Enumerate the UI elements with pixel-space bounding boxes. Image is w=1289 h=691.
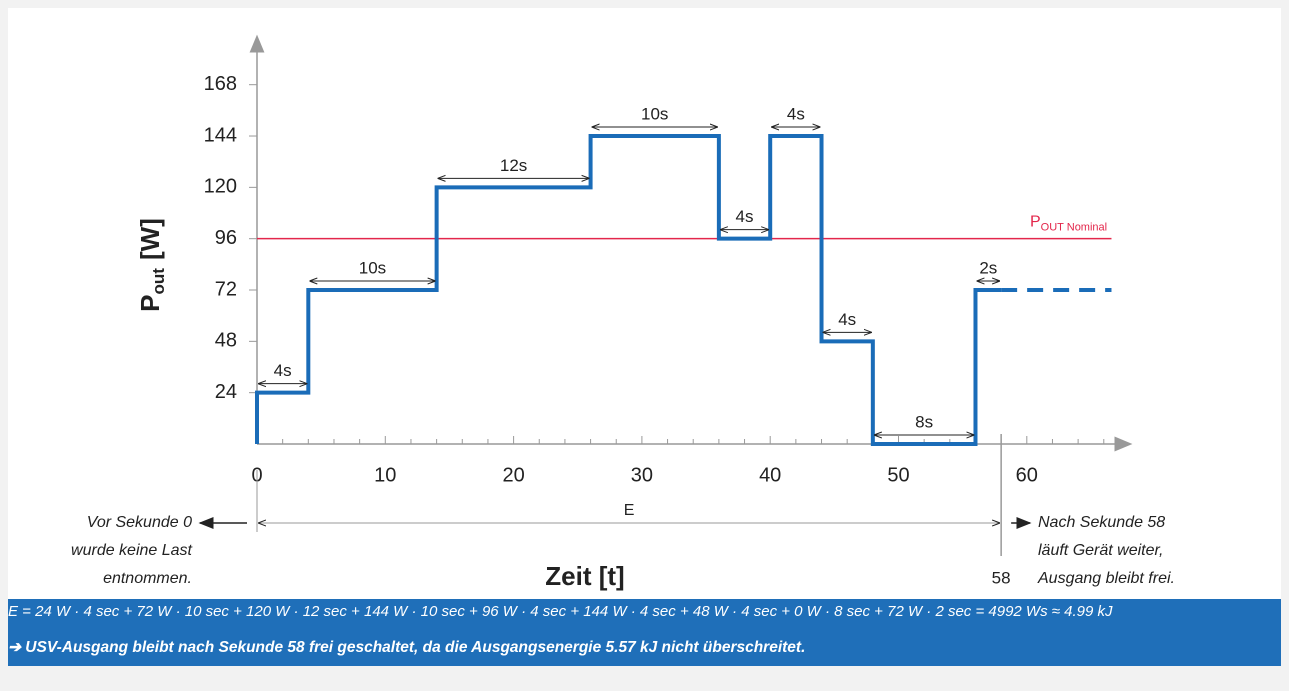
note-right: Nach Sekunde 58 [1038,514,1165,531]
y-tick-label: 144 [204,124,237,146]
y-tick-label: 96 [215,227,237,249]
y-label-main: P [135,294,165,311]
duration-label: 2s [979,258,997,277]
note-left: Vor Sekunde 0 [87,514,192,531]
duration-label: 4s [274,361,292,380]
duration-label: 4s [787,105,805,124]
duration-label: 4s [736,207,754,226]
footer-bg [8,599,1281,666]
note-right: Ausgang bleibt frei. [1037,570,1175,587]
y-tick-label: 72 [215,278,237,300]
x-tick-label: 30 [631,464,653,486]
energy-label: E [624,502,635,519]
y-label-unit: [W] [135,218,165,260]
end-label: 58 [992,568,1011,587]
formula: E = 24 W · 4 sec + 72 W · 10 sec + 120 W… [8,603,1113,620]
y-tick-label: 48 [215,330,237,352]
duration-label: 10s [641,105,668,124]
reference-label-sub: OUT Nominal [1041,222,1107,234]
y-axis-label: Pout [W] [135,218,169,312]
x-axis-label: Zeit [t] [545,561,624,591]
x-tick-label: 20 [502,464,524,486]
duration-label: 4s [838,310,856,329]
note-left: entnommen. [103,570,192,587]
x-tick-label: 60 [1016,464,1038,486]
x-tick-label: 40 [759,464,781,486]
y-tick-label: 120 [204,176,237,198]
reference-label-main: P [1030,214,1041,231]
y-tick-label: 168 [204,73,237,95]
note-left: wurde keine Last [71,542,193,559]
x-tick-label: 50 [887,464,909,486]
duration-label: 10s [359,258,386,277]
reference-label: POUT Nominal [1030,214,1107,234]
chart-bg [8,8,1281,599]
note-right: läuft Gerät weiter, [1038,542,1163,559]
x-tick-label: 10 [374,464,396,486]
y-label-sub: out [149,268,168,295]
duration-label: 12s [500,156,527,175]
duration-label: 8s [915,412,933,431]
conclusion: ➔ USV-Ausgang bleibt nach Sekunde 58 fre… [8,639,806,656]
y-tick-label: 24 [215,381,237,403]
step-line [255,134,1002,446]
